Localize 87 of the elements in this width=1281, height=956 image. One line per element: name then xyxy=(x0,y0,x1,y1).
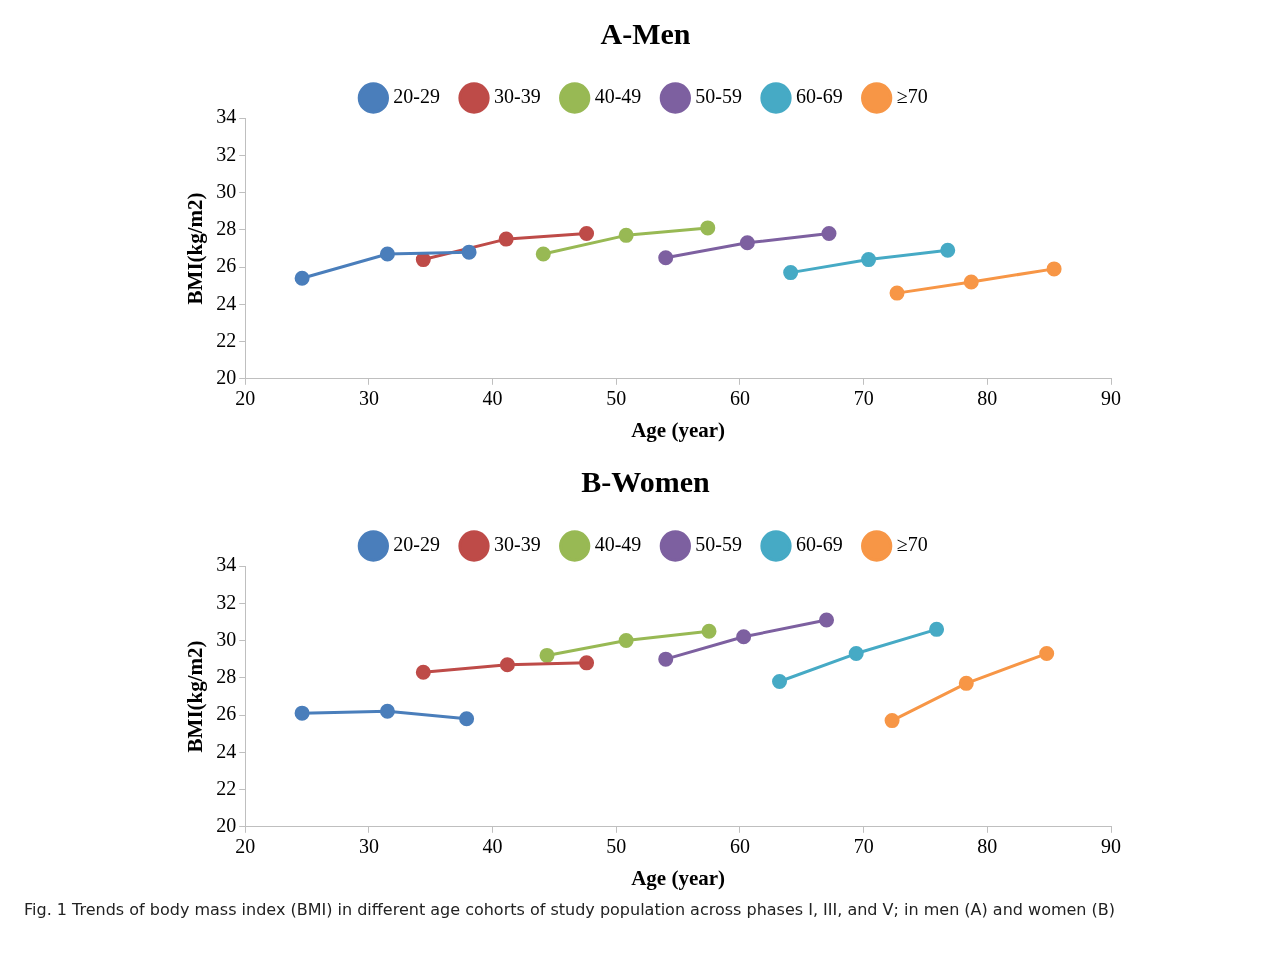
point xyxy=(294,270,310,286)
point xyxy=(459,711,475,727)
x-tick-label: 90 xyxy=(1101,387,1121,410)
point xyxy=(618,633,634,649)
point xyxy=(819,612,835,628)
point xyxy=(772,674,788,689)
y-tick-label: 32 xyxy=(216,142,237,165)
point xyxy=(294,705,310,721)
x-tick-label: 50 xyxy=(606,387,627,410)
point xyxy=(658,651,674,667)
point xyxy=(958,675,974,691)
chart-title: B-Women xyxy=(581,464,710,498)
x-tick-label: 70 xyxy=(853,387,874,410)
x-tick-label: 60 xyxy=(729,835,750,858)
x-tick-label: 30 xyxy=(358,835,379,858)
y-tick-label: 34 xyxy=(216,105,237,128)
point xyxy=(618,227,634,243)
chart-title: A-Men xyxy=(600,16,691,50)
point xyxy=(415,664,431,680)
x-axis-title: Age (year) xyxy=(631,865,726,890)
point xyxy=(499,657,515,673)
y-tick-label: 30 xyxy=(216,179,237,202)
y-tick-label: 22 xyxy=(216,776,237,799)
point xyxy=(736,629,752,645)
point xyxy=(415,252,431,268)
y-tick-label: 26 xyxy=(216,254,237,277)
point xyxy=(739,235,755,251)
point xyxy=(539,647,555,663)
y-tick-label: 32 xyxy=(216,590,237,613)
legend-label: 20-29 xyxy=(393,533,441,556)
legend-label: ≥70 xyxy=(896,85,928,108)
legend-label: 40-49 xyxy=(594,85,642,108)
y-tick-label: 28 xyxy=(216,665,237,688)
point xyxy=(535,246,551,262)
legend-label: 40-49 xyxy=(594,533,642,556)
x-tick-label: 50 xyxy=(606,835,627,858)
point xyxy=(579,226,595,241)
point xyxy=(701,623,717,639)
x-tick-label: 30 xyxy=(358,387,379,410)
point xyxy=(1039,646,1055,662)
x-tick-label: 40 xyxy=(482,387,503,410)
y-tick-label: 24 xyxy=(216,291,237,314)
legend-label: 50-59 xyxy=(695,533,743,556)
legend-label: 30-39 xyxy=(494,85,541,108)
point xyxy=(963,274,979,290)
legend-label: ≥70 xyxy=(896,533,928,556)
x-tick-label: 70 xyxy=(853,835,874,858)
legend-label: 60-69 xyxy=(796,533,843,556)
point xyxy=(940,242,956,258)
point xyxy=(889,285,905,301)
point xyxy=(821,226,837,241)
point xyxy=(461,244,477,260)
caption: Fig. 1 Trends of body mass index (BMI) in different age cohorts of study population across phases I, III, and V; in men (A) and women (B) xyxy=(23,899,1117,921)
point xyxy=(848,646,864,662)
point xyxy=(1046,261,1062,277)
point xyxy=(379,703,395,719)
point xyxy=(498,231,514,247)
y-tick-label: 20 xyxy=(216,814,237,837)
y-tick-label: 24 xyxy=(216,739,237,762)
legend-label: 30-39 xyxy=(494,533,541,556)
x-tick-label: 20 xyxy=(235,387,256,410)
x-tick-label: 80 xyxy=(977,387,998,410)
y-tick-label: 34 xyxy=(216,553,237,576)
point xyxy=(579,655,595,671)
y-tick-label: 28 xyxy=(216,217,237,240)
x-tick-label: 20 xyxy=(235,835,256,858)
y-tick-label: 20 xyxy=(216,366,237,389)
point xyxy=(861,252,877,268)
point xyxy=(929,621,945,637)
y-axis-title: BMI(kg/m2) xyxy=(183,640,208,753)
x-axis-title: Age (year) xyxy=(631,417,726,442)
point xyxy=(884,713,900,729)
legend-label: 20-29 xyxy=(393,85,441,108)
legend-label: 60-69 xyxy=(796,85,843,108)
y-tick-label: 26 xyxy=(216,702,237,725)
x-tick-label: 80 xyxy=(977,835,998,858)
x-tick-label: 90 xyxy=(1101,835,1121,858)
y-tick-label: 30 xyxy=(216,627,237,650)
x-tick-label: 60 xyxy=(729,387,750,410)
point xyxy=(700,220,716,236)
y-axis-title: BMI(kg/m2) xyxy=(183,192,208,305)
x-tick-label: 40 xyxy=(482,835,503,858)
point xyxy=(379,246,395,262)
point xyxy=(658,250,674,266)
y-tick-label: 22 xyxy=(216,328,237,351)
point xyxy=(783,265,799,281)
legend-label: 50-59 xyxy=(695,85,743,108)
